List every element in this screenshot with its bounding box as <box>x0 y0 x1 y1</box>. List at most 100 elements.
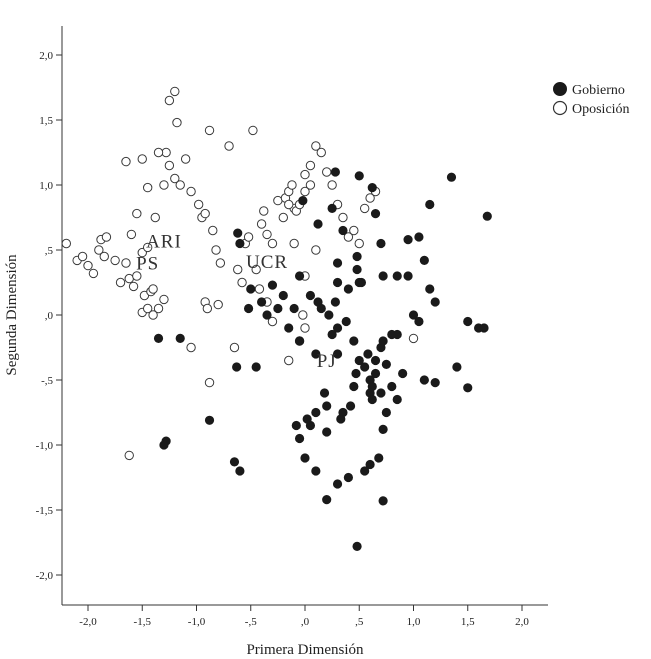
opposition-point <box>408 333 419 344</box>
government-point <box>463 316 473 327</box>
opposition-point <box>132 271 142 281</box>
government-point <box>419 255 429 265</box>
opposition-point <box>204 377 215 388</box>
government-point <box>327 329 337 340</box>
government-point <box>351 368 361 379</box>
government-point <box>332 323 343 333</box>
government-point <box>311 407 321 418</box>
government-point <box>430 297 440 307</box>
opposition-point <box>287 180 297 190</box>
opposition-point <box>208 225 218 236</box>
government-point <box>376 388 386 398</box>
y-tick-label: -,5 <box>41 375 53 387</box>
government-point <box>322 401 332 411</box>
opposition-point <box>121 258 131 268</box>
government-point <box>233 228 243 238</box>
opposition-point <box>256 219 267 229</box>
government-point <box>300 453 310 463</box>
government-point <box>273 303 283 314</box>
opposition-point <box>305 180 316 190</box>
opposition-point <box>300 186 310 197</box>
legend-label-gobierno: Gobierno <box>572 83 625 98</box>
opposition-point <box>132 208 142 219</box>
opposition-point <box>77 251 88 262</box>
opposition-point <box>150 212 160 223</box>
opposition-point <box>300 169 310 180</box>
opposition-point <box>305 160 316 171</box>
opposition-point <box>300 323 310 333</box>
legend-marker-oposicion <box>552 100 568 116</box>
opposition-point <box>193 199 204 210</box>
x-ticks: -2,0 -1,5 -1,0 -,5 ,0 ,5 1,0 1,5 2,0 <box>79 605 529 628</box>
y-tick-label: ,0 <box>45 310 54 322</box>
opposition-point <box>164 160 175 171</box>
government-point <box>367 183 377 193</box>
government-point <box>374 453 384 463</box>
government-point <box>243 303 254 314</box>
government-point <box>365 459 375 470</box>
government-point <box>284 323 294 333</box>
opposition-point <box>278 212 288 223</box>
government-point <box>267 280 278 290</box>
government-point <box>278 290 288 301</box>
government-point <box>302 414 312 424</box>
government-point <box>313 219 323 229</box>
opposition-point <box>262 229 272 240</box>
opposition-point <box>267 316 278 327</box>
government-point <box>408 310 419 320</box>
x-tick-label: -1,0 <box>188 616 206 628</box>
opposition-point <box>110 255 120 266</box>
opposition-point <box>186 342 196 353</box>
government-point <box>343 472 353 483</box>
government-point <box>349 336 359 346</box>
government-point <box>370 209 381 219</box>
opposition-point <box>172 117 182 128</box>
opposition-point <box>349 225 359 236</box>
government-point <box>322 494 332 505</box>
y-tick-label: -1,0 <box>36 440 54 452</box>
government-point <box>392 394 402 405</box>
government-point <box>479 323 489 333</box>
government-point <box>246 284 256 294</box>
government-point <box>316 303 326 314</box>
government-point <box>352 541 362 552</box>
government-point <box>294 433 305 444</box>
government-point <box>311 466 321 476</box>
government-point <box>354 171 364 181</box>
government-point <box>175 333 185 343</box>
government-point <box>294 336 305 346</box>
opposition-point <box>200 208 210 219</box>
government-point <box>322 427 332 437</box>
opposition-point <box>180 154 191 164</box>
party-label-ucr: UCR <box>246 252 288 273</box>
opposition-point <box>237 277 247 288</box>
government-point <box>354 277 364 288</box>
opposition-point <box>115 277 126 288</box>
legend-label-oposicion: Oposición <box>572 102 630 117</box>
government-point <box>327 203 337 213</box>
opposition-point <box>88 268 99 279</box>
opposition-point <box>338 212 348 223</box>
government-point <box>378 271 388 281</box>
opposition-point <box>365 193 375 203</box>
opposition-point <box>170 173 180 184</box>
government-point <box>338 225 348 236</box>
government-point <box>370 368 381 379</box>
legend: Gobierno Oposición <box>552 82 630 117</box>
opposition-point <box>83 260 93 271</box>
government-point <box>311 349 321 359</box>
government-point <box>235 238 245 249</box>
opposition-point <box>128 281 139 292</box>
government-point <box>392 329 402 340</box>
opposition-point <box>61 238 72 249</box>
opposition-point <box>142 242 153 253</box>
government-point <box>251 362 261 372</box>
government-point <box>360 466 370 476</box>
government-point <box>332 479 343 489</box>
opposition-point <box>284 355 294 366</box>
opposition-point <box>229 342 240 353</box>
opposition-point <box>311 245 321 255</box>
opposition-point <box>99 251 109 262</box>
opposition-point <box>124 450 134 461</box>
opposition-point <box>311 141 321 151</box>
